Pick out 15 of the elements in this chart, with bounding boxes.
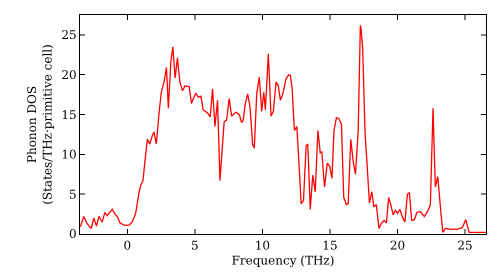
y-tick-label: 25 [61,28,77,42]
x-tick-label: 10 [254,238,270,252]
x-tick-label: 25 [457,238,473,252]
x-tick-label: 0 [123,238,132,252]
y-tick-label: 5 [68,187,77,202]
line-series [80,24,486,234]
x-tick-label: 20 [390,238,406,252]
x-tick-label: 5 [191,238,199,252]
x-tick-label: 15 [322,238,338,252]
x-axis-title: Frequency (THz) [232,253,334,268]
y-tick-label: 15 [61,108,77,122]
y-tick-label: 0 [68,227,77,242]
y-tick-label: 10 [61,148,77,162]
y-axis-title: Phonon DOS (States/THz·primitive cell) [25,44,55,205]
y-tick-label: 20 [61,68,77,82]
